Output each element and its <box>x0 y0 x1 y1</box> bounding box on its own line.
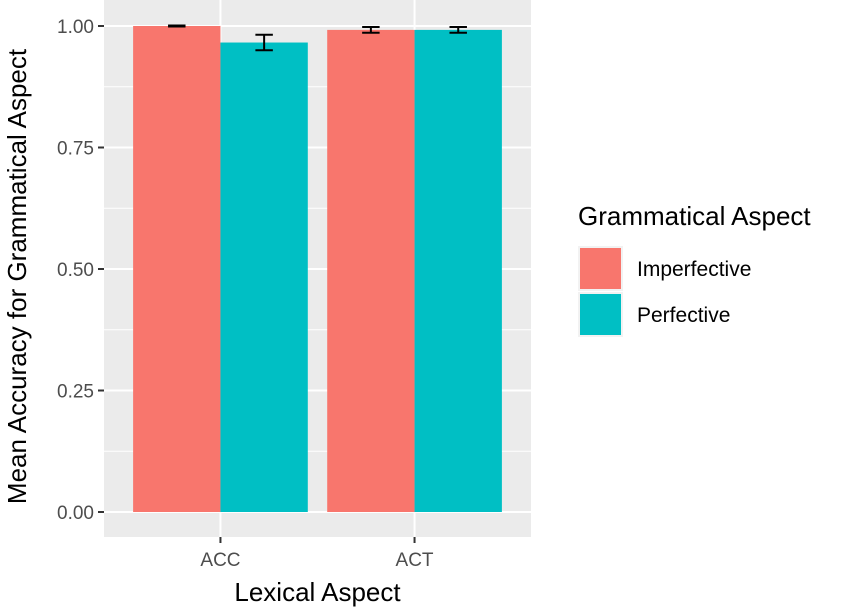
y-tick-label: 0.50 <box>57 260 94 281</box>
y-axis: 0.00 0.25 0.50 0.75 1.00 <box>57 17 104 524</box>
bar <box>327 29 415 512</box>
bar <box>414 29 502 512</box>
legend-swatch <box>580 248 621 289</box>
y-axis-title: Mean Accuracy for Grammatical Aspect <box>2 48 32 504</box>
y-tick-label: 1.00 <box>57 17 94 38</box>
error-bar <box>449 25 467 34</box>
bar <box>133 26 221 512</box>
error-bars <box>168 24 467 52</box>
y-tick-label: 0.00 <box>57 503 94 524</box>
error-bar <box>362 25 380 34</box>
x-tick-label: ACT <box>396 550 434 571</box>
legend-swatch <box>580 294 621 335</box>
legend-label: Imperfective <box>637 258 751 281</box>
bar <box>220 42 308 513</box>
legend-label: Perfective <box>637 304 730 327</box>
error-bar <box>168 24 186 28</box>
y-tick-label: 0.25 <box>57 382 94 403</box>
legend-item: Imperfective <box>578 246 751 291</box>
legend-title: Grammatical Aspect <box>578 201 811 231</box>
x-tick-label: ACC <box>200 550 240 571</box>
legend: Grammatical Aspect Imperfective Perfectiv… <box>578 201 811 337</box>
bars <box>133 26 502 513</box>
y-tick-label: 0.75 <box>57 139 94 160</box>
legend-item: Perfective <box>578 292 730 337</box>
error-bar <box>255 33 273 52</box>
x-axis-title: Lexical Aspect <box>234 577 401 607</box>
x-axis: ACC ACT <box>200 537 434 571</box>
